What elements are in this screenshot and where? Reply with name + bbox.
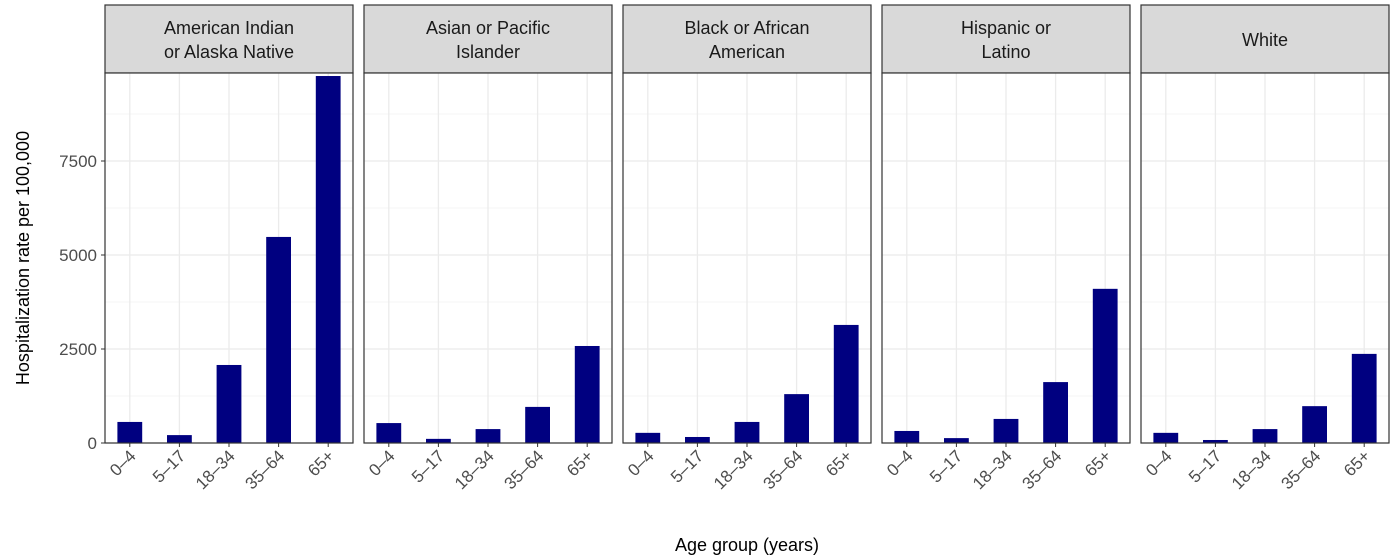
x-tick-label: 65+ bbox=[822, 446, 856, 480]
panel-title: Hispanic or bbox=[961, 18, 1051, 38]
x-tick-label: 0–4 bbox=[624, 446, 657, 479]
panel-title: Asian or Pacific bbox=[426, 18, 550, 38]
x-tick-label: 0–4 bbox=[883, 446, 916, 479]
y-tick-label: 7500 bbox=[59, 152, 97, 171]
panel-title: Islander bbox=[456, 42, 520, 62]
bar bbox=[117, 421, 143, 443]
panel-border bbox=[881, 72, 1131, 444]
x-tick-label: 18–34 bbox=[969, 446, 1016, 493]
strip bbox=[881, 4, 1131, 74]
bar bbox=[1203, 439, 1228, 443]
x-tick-label: 65+ bbox=[1340, 446, 1374, 480]
x-tick-label: 18–34 bbox=[451, 446, 498, 493]
panel-title: American Indian bbox=[164, 18, 294, 38]
panel-title: Latino bbox=[981, 42, 1030, 62]
panel-title: or Alaska Native bbox=[164, 42, 294, 62]
bar bbox=[894, 430, 920, 443]
x-tick-label: 0–4 bbox=[106, 446, 139, 479]
bar bbox=[216, 364, 242, 443]
strip bbox=[1140, 4, 1390, 74]
y-tick-label: 0 bbox=[88, 434, 97, 453]
panel-title: Black or African bbox=[684, 18, 809, 38]
bar bbox=[944, 438, 969, 443]
bar bbox=[525, 406, 550, 443]
bar bbox=[1252, 429, 1278, 443]
strip bbox=[104, 4, 354, 74]
strip bbox=[622, 4, 872, 74]
y-tick-label: 2500 bbox=[59, 340, 97, 359]
x-tick-label: 18–34 bbox=[710, 446, 757, 493]
panel-border bbox=[1140, 72, 1390, 444]
x-tick-label: 35–64 bbox=[1278, 446, 1325, 493]
x-tick-label: 65+ bbox=[304, 446, 338, 480]
bar bbox=[635, 432, 661, 443]
panel-title: White bbox=[1242, 30, 1288, 50]
bar bbox=[426, 438, 451, 443]
x-axis-label: Age group (years) bbox=[675, 535, 819, 555]
x-tick-label: 5–17 bbox=[926, 446, 966, 486]
x-tick-label: 35–64 bbox=[501, 446, 548, 493]
bar bbox=[1153, 432, 1179, 443]
x-tick-label: 5–17 bbox=[408, 446, 448, 486]
bar bbox=[315, 76, 341, 444]
x-tick-label: 0–4 bbox=[1142, 446, 1175, 479]
bar bbox=[167, 435, 192, 443]
bar bbox=[475, 429, 501, 443]
x-tick-label: 65+ bbox=[1081, 446, 1115, 480]
x-tick-label: 35–64 bbox=[1019, 446, 1066, 493]
x-tick-label: 35–64 bbox=[242, 446, 289, 493]
bar bbox=[685, 436, 710, 443]
bar bbox=[993, 418, 1019, 443]
y-tick-label: 5000 bbox=[59, 246, 97, 265]
x-tick-label: 35–64 bbox=[760, 446, 807, 493]
y-axis-label: Hospitalization rate per 100,000 bbox=[13, 131, 33, 385]
x-tick-label: 5–17 bbox=[1185, 446, 1225, 486]
x-tick-label: 5–17 bbox=[667, 446, 707, 486]
x-tick-label: 5–17 bbox=[149, 446, 189, 486]
strip bbox=[363, 4, 613, 74]
x-tick-label: 18–34 bbox=[192, 446, 239, 493]
panel-border bbox=[363, 72, 613, 444]
bar bbox=[574, 345, 600, 443]
bar bbox=[784, 394, 809, 443]
x-tick-label: 65+ bbox=[563, 446, 597, 480]
bar bbox=[266, 236, 291, 443]
x-tick-label: 18–34 bbox=[1228, 446, 1275, 493]
panel-border bbox=[104, 72, 354, 444]
x-tick-label: 0–4 bbox=[365, 446, 398, 479]
bar bbox=[1092, 288, 1118, 443]
bar bbox=[376, 423, 402, 443]
bar bbox=[734, 421, 760, 443]
panel-title: American bbox=[709, 42, 785, 62]
bar bbox=[1043, 382, 1068, 443]
bar bbox=[833, 324, 859, 443]
panel-border bbox=[622, 72, 872, 444]
bar bbox=[1302, 406, 1327, 443]
bar bbox=[1351, 353, 1377, 443]
